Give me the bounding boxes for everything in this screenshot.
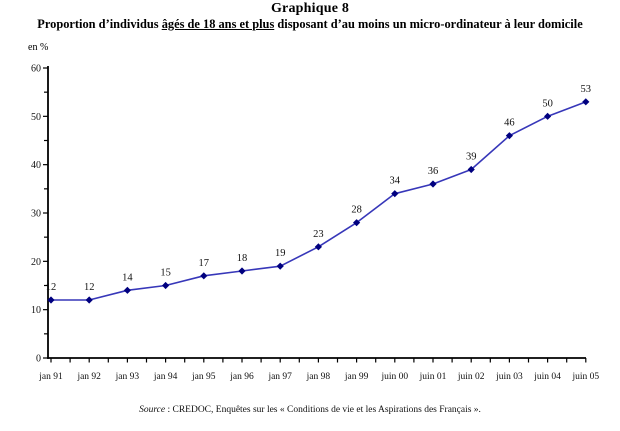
y-tick-label: 0 xyxy=(36,354,41,365)
x-tick-label: jan 91 xyxy=(38,372,63,382)
data-point-label: 28 xyxy=(351,205,362,216)
y-tick-label: 40 xyxy=(31,160,41,171)
source-note: Source : CREDOC, Enquêtes sur les « Cond… xyxy=(0,405,620,415)
data-point-label: 39 xyxy=(466,152,477,163)
data-point-marker xyxy=(85,296,93,304)
x-tick-label: jan 93 xyxy=(115,372,140,382)
data-point-marker xyxy=(238,267,246,275)
chart-subtitle: Proportion d’individus âgés de 18 ans et… xyxy=(0,17,620,32)
data-point-label: 19 xyxy=(275,248,286,259)
series-line xyxy=(51,101,587,301)
x-tick-label: jan 97 xyxy=(267,372,292,382)
data-point-label: 36 xyxy=(428,166,439,177)
x-tick-label: juin 00 xyxy=(380,372,408,382)
data-point-label: 18 xyxy=(237,253,248,264)
subtitle-part2: disposant d’au moins un micro-ordinateur… xyxy=(274,17,583,31)
data-point-marker xyxy=(544,112,552,120)
data-point-marker xyxy=(467,165,475,174)
x-tick-label: juin 02 xyxy=(457,372,485,382)
data-point-label: 15 xyxy=(160,268,171,279)
x-tick-label: jan 95 xyxy=(191,372,216,382)
data-point-label: 12 xyxy=(84,282,95,293)
x-tick-label: jan 94 xyxy=(153,372,178,382)
data-point-marker xyxy=(162,281,170,290)
data-point-label: 53 xyxy=(581,84,592,95)
y-tick-label: 50 xyxy=(31,112,41,123)
x-tick-label: jan 96 xyxy=(229,372,254,382)
data-point-marker xyxy=(391,190,399,198)
source-label: Source xyxy=(139,405,166,415)
x-tick-label: jan 92 xyxy=(76,372,101,382)
data-point-marker xyxy=(353,219,361,227)
x-tick-label: jan 98 xyxy=(306,372,331,382)
y-tick-label: 20 xyxy=(31,257,41,268)
data-point-marker xyxy=(47,296,55,304)
y-tick-label: 60 xyxy=(31,64,41,75)
data-point-marker xyxy=(276,262,284,270)
data-point-label: 34 xyxy=(390,176,401,187)
data-point-marker xyxy=(429,180,437,188)
source-text: : CREDOC, Enquêtes sur les « Conditions … xyxy=(165,405,481,415)
data-point-marker xyxy=(582,98,590,106)
data-point-label: 17 xyxy=(199,258,210,269)
x-tick-label: juin 04 xyxy=(533,372,561,382)
data-point-label: 23 xyxy=(313,229,324,240)
data-point-marker xyxy=(123,286,131,294)
x-tick-label: juin 05 xyxy=(571,372,599,382)
x-tick-label: jan 99 xyxy=(344,372,369,382)
x-tick-label: juin 03 xyxy=(495,372,523,382)
data-point-label: 50 xyxy=(542,98,553,109)
data-point-label: 14 xyxy=(122,272,133,283)
data-point-marker xyxy=(314,243,322,251)
y-axis-unit-label: en % xyxy=(28,42,49,53)
subtitle-part1: Proportion d’individus xyxy=(37,17,162,31)
data-point-label: 12 xyxy=(46,282,57,293)
x-tick-label: juin 01 xyxy=(419,372,447,382)
subtitle-underlined-segment: âgés de 18 ans et plus xyxy=(161,17,275,31)
data-point-marker xyxy=(200,272,208,280)
y-tick-label: 30 xyxy=(31,209,41,220)
y-tick-label: 10 xyxy=(31,305,41,316)
data-point-label: 46 xyxy=(504,118,515,129)
data-point-marker xyxy=(505,132,513,140)
chart-number-title: Graphique 8 xyxy=(270,1,350,16)
